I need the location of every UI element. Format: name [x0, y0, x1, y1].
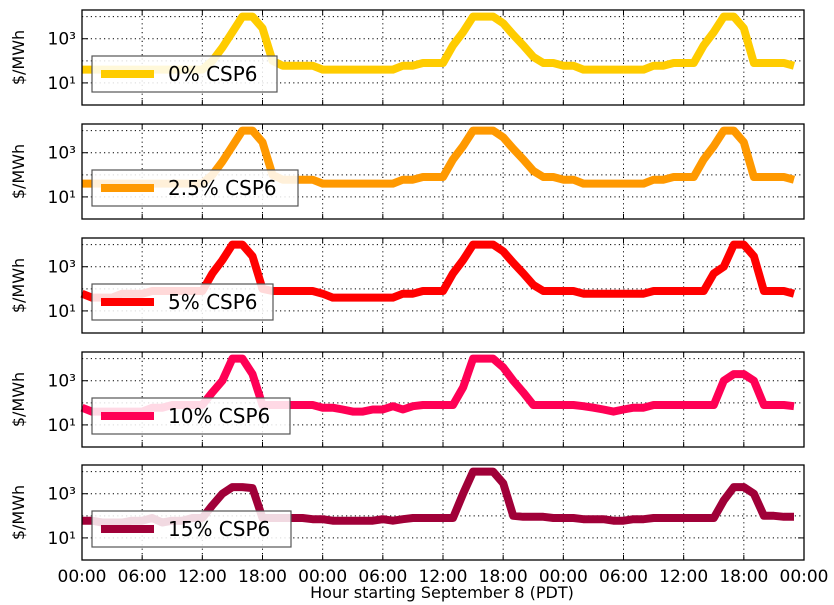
panel-frame	[81, 464, 805, 561]
legend-box	[91, 55, 278, 93]
y-tick-label: 10¹	[48, 529, 76, 549]
panel-5: 10¹ 10³ $/MWh 15% CSP6	[9, 464, 805, 561]
panel-frame	[81, 9, 805, 106]
x-tick-label: 12:00	[178, 567, 227, 587]
x-tick-label: 18:00	[719, 567, 768, 587]
x-tick-label: 18:00	[479, 567, 528, 587]
x-tick-label: 18:00	[238, 567, 287, 587]
panel-frame	[81, 351, 805, 448]
x-tick-label: 00:00	[780, 567, 829, 587]
y-tick-label: 10¹	[48, 74, 76, 94]
y-tick-label: 10³	[48, 144, 76, 164]
x-axis-label: Hour starting September 8 (PDT)	[310, 583, 574, 602]
y-tick-label: 10¹	[48, 416, 76, 436]
y-tick-label: 10¹	[48, 302, 76, 322]
x-tick-label: 12:00	[419, 567, 468, 587]
y-axis-label: $/MWh	[9, 372, 28, 427]
y-tick-label: 10³	[48, 485, 76, 505]
panel-4: 10¹ 10³ $/MWh 10% CSP6	[9, 351, 805, 448]
x-tick-label: 00:00	[58, 567, 107, 587]
y-tick-label: 10³	[48, 30, 76, 50]
x-tick-label: 06:00	[118, 567, 167, 587]
legend-label: 0% CSP6	[168, 62, 258, 86]
x-tick-label: 00:00	[539, 567, 588, 587]
panel-2: 10¹ 10³ $/MWh 2.5% CSP6	[9, 123, 805, 220]
y-axis-label: $/MWh	[9, 258, 28, 313]
y-axis-label: $/MWh	[9, 144, 28, 199]
y-tick-label: 10¹	[48, 188, 76, 208]
panel-3: 10¹ 10³ $/MWh 5% CSP6	[9, 237, 805, 334]
x-tick-label: 06:00	[358, 567, 407, 587]
y-axis-label: $/MWh	[9, 485, 28, 540]
x-tick-label: 00:00	[298, 567, 347, 587]
y-tick-label: 10³	[48, 258, 76, 278]
legend-label: 5% CSP6	[168, 290, 258, 314]
x-tick-labels: 00:00 06:00 12:00 18:00 00:00 06:00 12:00 18:00…	[58, 567, 829, 587]
x-tick-label: 06:00	[599, 567, 648, 587]
y-axis-label: $/MWh	[9, 30, 28, 85]
x-tick-label: 12:00	[659, 567, 708, 587]
legend-label: 2.5% CSP6	[168, 176, 277, 200]
panel-1: 10¹ 10³ $/MWh 0% CSP6	[9, 9, 805, 106]
panel-frame	[81, 237, 805, 334]
legend-label: 15% CSP6	[168, 517, 270, 541]
legend-label: 10% CSP6	[168, 404, 270, 428]
panel-frame	[81, 123, 805, 220]
y-tick-label: 10³	[48, 372, 76, 392]
